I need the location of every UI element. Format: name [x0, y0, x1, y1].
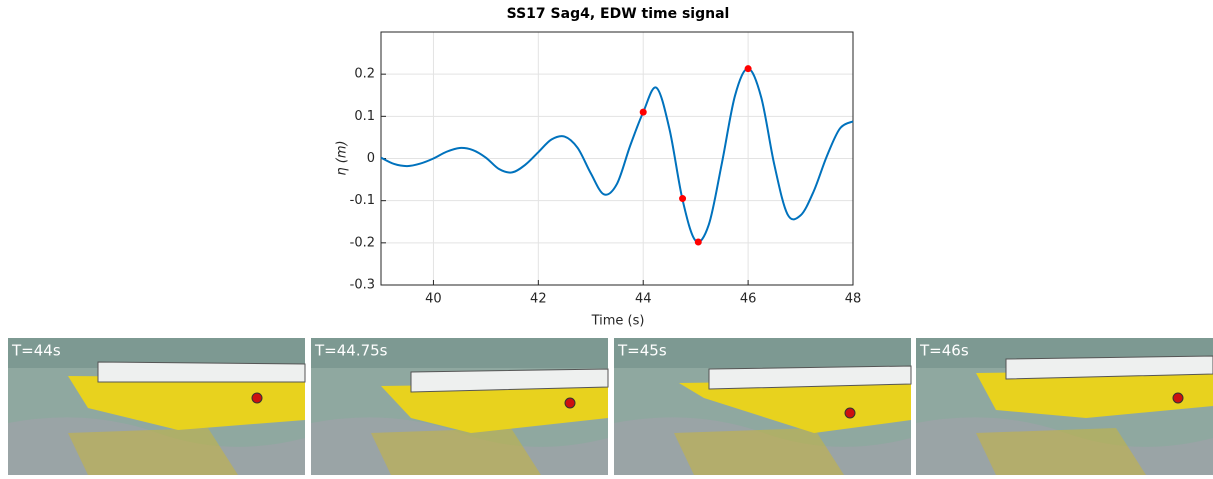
y-tick-label: 0.1: [354, 109, 375, 124]
photo-hull: [679, 380, 911, 433]
y-tick-label: 0.2: [354, 67, 375, 82]
photo-marker: [251, 392, 263, 404]
photo-hull: [381, 383, 608, 433]
panel-label: T=46s: [919, 342, 969, 360]
photo-marker: [564, 397, 576, 409]
x-tick-label: 48: [845, 292, 862, 307]
photo-panels: T=44s T=44.75s T=45s T=46s: [8, 338, 1213, 475]
photo-cabin: [708, 365, 912, 390]
photo-panel: T=45s: [614, 338, 912, 475]
chart-title: SS17 Sag4, EDW time signal: [507, 6, 730, 22]
y-tick-label: 0: [367, 151, 375, 166]
photo-wall: [614, 338, 911, 368]
marker: [744, 65, 752, 73]
panel-label: T=45s: [617, 342, 667, 360]
y-tick-label: -0.1: [350, 193, 375, 208]
x-tick-label: 44: [635, 292, 652, 307]
y-axis-label: η (m): [335, 140, 350, 175]
photo-cabin: [410, 368, 609, 393]
y-tick-label: -0.2: [350, 235, 375, 250]
x-tick-label: 42: [530, 292, 547, 307]
photo-hull: [976, 370, 1213, 418]
photo-reflection: [371, 428, 541, 475]
panel-label: T=44.75s: [314, 342, 388, 360]
photo-panel: T=46s: [916, 338, 1213, 475]
photo-reflection: [68, 428, 238, 475]
photo-panel: T=44s: [8, 338, 306, 475]
photo-marker: [1172, 392, 1184, 404]
marker: [639, 108, 647, 116]
x-axis-label: Time (s): [591, 314, 645, 329]
photo-marker: [844, 407, 856, 419]
photo-wall: [311, 338, 608, 368]
photo-cabin: [1005, 355, 1213, 380]
photo-cabin: [97, 361, 306, 383]
x-tick-label: 46: [740, 292, 757, 307]
data-line: [380, 67, 854, 243]
photo-reflection: [976, 428, 1146, 475]
marker: [679, 195, 687, 203]
photo-panel: T=44.75s: [311, 338, 609, 475]
photo-hull: [68, 376, 305, 430]
panel-label: T=44s: [11, 342, 61, 360]
y-tick-label: -0.3: [350, 278, 375, 293]
x-tick-label: 40: [425, 292, 442, 307]
photo-reflection: [674, 428, 844, 475]
marker: [694, 238, 702, 246]
